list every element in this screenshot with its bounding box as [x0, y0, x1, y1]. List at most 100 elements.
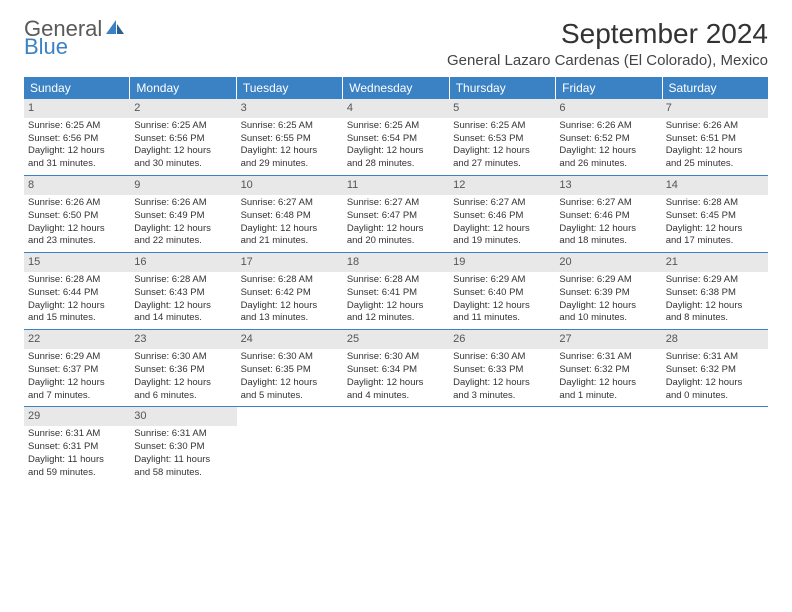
day-number: 14 — [662, 176, 768, 195]
day-number: 15 — [24, 253, 130, 272]
sunrise-text: Sunrise: 6:30 AM — [241, 351, 339, 364]
sunset-text: Sunset: 6:32 PM — [559, 364, 657, 377]
sunrise-text: Sunrise: 6:27 AM — [559, 197, 657, 210]
sunset-text: Sunset: 6:33 PM — [453, 364, 551, 377]
daylight-text: Daylight: 12 hours — [347, 145, 445, 158]
daylight-text: Daylight: 12 hours — [453, 145, 551, 158]
sunset-text: Sunset: 6:36 PM — [134, 364, 232, 377]
calendar-cell: 19Sunrise: 6:29 AMSunset: 6:40 PMDayligh… — [449, 253, 555, 329]
daylight-text: Daylight: 12 hours — [134, 223, 232, 236]
daylight-text: and 6 minutes. — [134, 390, 232, 403]
sunset-text: Sunset: 6:44 PM — [28, 287, 126, 300]
daylight-text: and 4 minutes. — [347, 390, 445, 403]
weekday-saturday: Saturday — [663, 77, 768, 99]
sail-icon — [104, 18, 126, 36]
sunrise-text: Sunrise: 6:27 AM — [347, 197, 445, 210]
title-block: September 2024 General Lazaro Cardenas (… — [447, 18, 768, 69]
sunrise-text: Sunrise: 6:26 AM — [134, 197, 232, 210]
sunrise-text: Sunrise: 6:29 AM — [559, 274, 657, 287]
sunset-text: Sunset: 6:45 PM — [666, 210, 764, 223]
daylight-text: and 21 minutes. — [241, 235, 339, 248]
weeks-container: 1Sunrise: 6:25 AMSunset: 6:56 PMDaylight… — [24, 99, 768, 483]
sunset-text: Sunset: 6:42 PM — [241, 287, 339, 300]
calendar-cell: 30Sunrise: 6:31 AMSunset: 6:30 PMDayligh… — [130, 407, 236, 483]
sunset-text: Sunset: 6:56 PM — [28, 133, 126, 146]
sunset-text: Sunset: 6:34 PM — [347, 364, 445, 377]
daylight-text: and 7 minutes. — [28, 390, 126, 403]
daylight-text: and 1 minute. — [559, 390, 657, 403]
day-number: 27 — [555, 330, 661, 349]
day-number: 3 — [237, 99, 343, 118]
daylight-text: Daylight: 12 hours — [666, 377, 764, 390]
weekday-tuesday: Tuesday — [237, 77, 343, 99]
calendar-cell: 24Sunrise: 6:30 AMSunset: 6:35 PMDayligh… — [237, 330, 343, 406]
sunrise-text: Sunrise: 6:31 AM — [666, 351, 764, 364]
daylight-text: and 8 minutes. — [666, 312, 764, 325]
sunset-text: Sunset: 6:41 PM — [347, 287, 445, 300]
daylight-text: Daylight: 12 hours — [666, 300, 764, 313]
week-row: 29Sunrise: 6:31 AMSunset: 6:31 PMDayligh… — [24, 407, 768, 483]
day-number: 7 — [662, 99, 768, 118]
daylight-text: and 5 minutes. — [241, 390, 339, 403]
day-number: 25 — [343, 330, 449, 349]
calendar-cell: 7Sunrise: 6:26 AMSunset: 6:51 PMDaylight… — [662, 99, 768, 175]
weekday-header-row: Sunday Monday Tuesday Wednesday Thursday… — [24, 77, 768, 99]
sunrise-text: Sunrise: 6:30 AM — [453, 351, 551, 364]
weekday-thursday: Thursday — [450, 77, 556, 99]
weekday-monday: Monday — [130, 77, 236, 99]
daylight-text: and 58 minutes. — [134, 467, 232, 480]
daylight-text: and 14 minutes. — [134, 312, 232, 325]
calendar-cell: 27Sunrise: 6:31 AMSunset: 6:32 PMDayligh… — [555, 330, 661, 406]
daylight-text: and 13 minutes. — [241, 312, 339, 325]
daylight-text: Daylight: 12 hours — [241, 300, 339, 313]
daylight-text: and 17 minutes. — [666, 235, 764, 248]
weekday-wednesday: Wednesday — [343, 77, 449, 99]
calendar-cell: 29Sunrise: 6:31 AMSunset: 6:31 PMDayligh… — [24, 407, 130, 483]
day-number: 12 — [449, 176, 555, 195]
day-number: 5 — [449, 99, 555, 118]
week-row: 15 Sunrise: 6:28 AMSunset: 6:44 PM Dayligh… — [24, 253, 768, 330]
sunrise-text: Sunrise: 6:31 AM — [28, 428, 126, 441]
daylight-text: and 59 minutes. — [28, 467, 126, 480]
sunrise-text: Sunrise: 6:27 AM — [453, 197, 551, 210]
sunset-text: Sunset: 6:52 PM — [559, 133, 657, 146]
daylight-text: Daylight: 12 hours — [559, 300, 657, 313]
sunset-text: Sunset: 6:56 PM — [134, 133, 232, 146]
calendar-cell: 5Sunrise: 6:25 AMSunset: 6:53 PMDaylight… — [449, 99, 555, 175]
daylight-text: and 27 minutes. — [453, 158, 551, 171]
calendar-cell: 13Sunrise: 6:27 AMSunset: 6:46 PMDayligh… — [555, 176, 661, 252]
daylight-text: Daylight: 12 hours — [559, 145, 657, 158]
sunrise-text: Sunrise: 6:31 AM — [559, 351, 657, 364]
calendar-cell: 2Sunrise: 6:25 AMSunset: 6:56 PMDaylight… — [130, 99, 236, 175]
daylight-text: Daylight: 12 hours — [347, 300, 445, 313]
calendar-cell: 1Sunrise: 6:25 AMSunset: 6:56 PMDaylight… — [24, 99, 130, 175]
day-number: 2 — [130, 99, 236, 118]
calendar-cell — [555, 407, 661, 483]
calendar-cell: 14Sunrise: 6:28 AMSunset: 6:45 PMDayligh… — [662, 176, 768, 252]
calendar-cell — [449, 407, 555, 483]
sunrise-text: Sunrise: 6:25 AM — [134, 120, 232, 133]
sunrise-text: Sunrise: 6:31 AM — [134, 428, 232, 441]
calendar-cell: 16Sunrise: 6:28 AMSunset: 6:43 PMDayligh… — [130, 253, 236, 329]
sunrise-text: Sunrise: 6:30 AM — [347, 351, 445, 364]
calendar-cell: 26Sunrise: 6:30 AMSunset: 6:33 PMDayligh… — [449, 330, 555, 406]
daylight-text: Daylight: 12 hours — [666, 223, 764, 236]
sunrise-text: Sunrise: 6:29 AM — [453, 274, 551, 287]
sunset-text: Sunset: 6:48 PM — [241, 210, 339, 223]
daylight-text: Daylight: 11 hours — [134, 454, 232, 467]
sunset-text: Sunset: 6:54 PM — [347, 133, 445, 146]
calendar-cell: 6Sunrise: 6:26 AMSunset: 6:52 PMDaylight… — [555, 99, 661, 175]
sunset-text: Sunset: 6:55 PM — [241, 133, 339, 146]
day-number: 18 — [343, 253, 449, 272]
daylight-text: Daylight: 11 hours — [28, 454, 126, 467]
sunset-text: Sunset: 6:31 PM — [28, 441, 126, 454]
calendar-cell: 15Sunrise: 6:28 AMSunset: 6:44 PMDayligh… — [24, 253, 130, 329]
daylight-text: and 12 minutes. — [347, 312, 445, 325]
calendar-cell: 11Sunrise: 6:27 AMSunset: 6:47 PMDayligh… — [343, 176, 449, 252]
day-number: 28 — [662, 330, 768, 349]
sunrise-text: Sunrise: 6:28 AM — [28, 274, 126, 287]
logo: General Blue — [24, 18, 126, 58]
calendar-cell: 20Sunrise: 6:29 AMSunset: 6:39 PMDayligh… — [555, 253, 661, 329]
daylight-text: Daylight: 12 hours — [666, 145, 764, 158]
day-number: 21 — [662, 253, 768, 272]
